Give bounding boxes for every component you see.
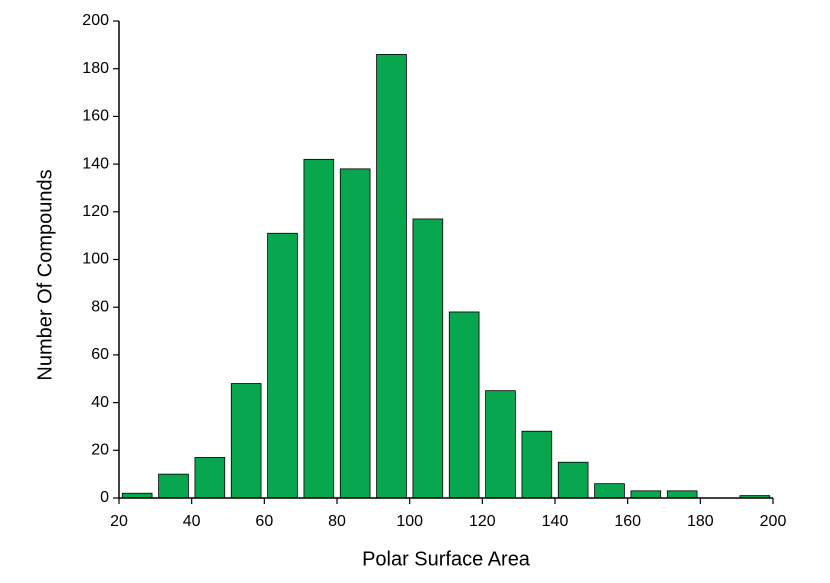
bar — [485, 390, 516, 499]
bar — [267, 232, 298, 499]
bar — [303, 158, 335, 499]
bar — [339, 168, 371, 499]
x-tick-label: 20 — [110, 513, 128, 530]
y-tick-label: 80 — [91, 298, 109, 315]
bar — [230, 383, 262, 499]
bar — [630, 490, 662, 499]
bar — [194, 457, 226, 499]
y-tick-label: 120 — [82, 203, 109, 220]
y-tick-label: 180 — [82, 60, 109, 77]
y-tick-label: 140 — [82, 155, 109, 172]
y-tick-label: 20 — [91, 442, 109, 459]
bar — [594, 483, 625, 499]
y-tick-label: 200 — [82, 12, 109, 29]
x-tick-label: 40 — [183, 513, 201, 530]
y-axis-title: Number Of Compounds — [34, 169, 56, 380]
y-tick-label: 0 — [100, 489, 109, 506]
bar — [412, 218, 444, 499]
y-tick-label: 60 — [91, 346, 109, 363]
bar — [557, 461, 589, 499]
x-tick-label: 160 — [614, 513, 641, 530]
y-tick-label: 160 — [82, 108, 109, 125]
x-tick-label: 200 — [760, 513, 787, 530]
x-tick-label: 60 — [255, 513, 273, 530]
x-tick-label: 140 — [542, 513, 569, 530]
x-tick-label: 120 — [469, 513, 496, 530]
bar — [521, 430, 553, 499]
y-tick-label: 40 — [91, 394, 109, 411]
x-tick-label: 100 — [396, 513, 423, 530]
x-axis-title: Polar Surface Area — [362, 548, 531, 570]
x-tick-label: 80 — [328, 513, 346, 530]
bar — [666, 490, 698, 499]
bar — [158, 473, 189, 499]
bar — [376, 53, 407, 499]
bar — [448, 311, 480, 499]
y-tick-label: 100 — [82, 251, 109, 268]
x-tick-label: 180 — [687, 513, 714, 530]
